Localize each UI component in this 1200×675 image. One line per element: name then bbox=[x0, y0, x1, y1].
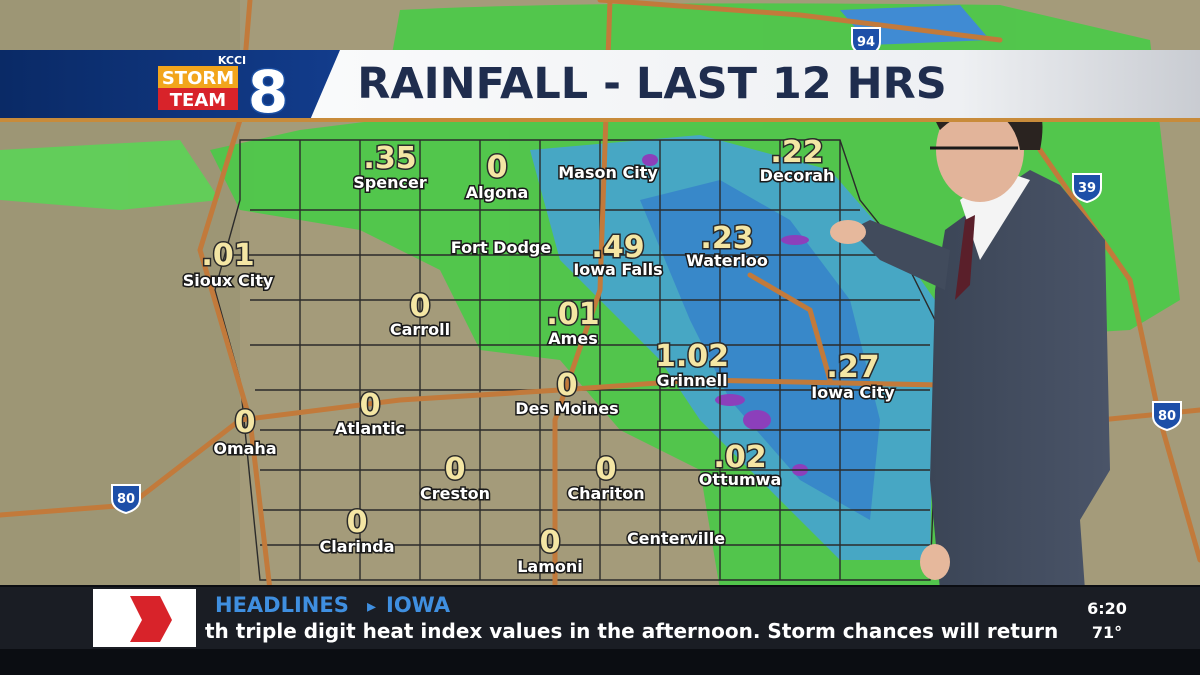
rain-amount: .02 bbox=[713, 440, 766, 475]
rain-amount: 0 bbox=[540, 525, 561, 560]
title: RAINFALL - LAST 12 HRS bbox=[357, 59, 947, 109]
rain-amount: .27 bbox=[826, 350, 879, 385]
shield-number: 94 bbox=[857, 35, 875, 50]
rain-amount: 0 bbox=[235, 405, 256, 440]
shield bbox=[111, 484, 141, 515]
city-name: Waterloo bbox=[686, 251, 768, 270]
city-name: Grinnell bbox=[656, 371, 727, 390]
city-name: Iowa City bbox=[811, 383, 895, 402]
city-name: Atlantic bbox=[335, 419, 405, 438]
city-name: Ames bbox=[548, 329, 597, 348]
city-name: Clarinda bbox=[319, 537, 394, 556]
rain-amount: .01 bbox=[546, 297, 599, 332]
city-name: Decorah bbox=[760, 166, 835, 185]
rain-amount: 0 bbox=[410, 289, 431, 324]
temperature: 71° bbox=[1092, 623, 1122, 642]
shield-number: 80 bbox=[117, 492, 135, 507]
rain-amount: 0 bbox=[557, 368, 578, 403]
city-name: Chariton bbox=[567, 484, 644, 503]
city-name: Spencer bbox=[353, 173, 427, 192]
rain-amount: .22 bbox=[770, 135, 823, 170]
ticker-clip: th triple digit heat index values in the… bbox=[205, 619, 1058, 643]
logo-top bbox=[158, 66, 238, 88]
shield-number: 39 bbox=[1078, 181, 1096, 196]
city-name: Des Moines bbox=[515, 399, 618, 418]
rain-amount: .49 bbox=[591, 230, 644, 265]
city-name: Fort Dodge bbox=[451, 238, 552, 257]
city-name: Omaha bbox=[213, 439, 276, 458]
rain-amount: 0 bbox=[445, 452, 466, 487]
rain-amount: 0 bbox=[596, 452, 617, 487]
time: 6:20 bbox=[1087, 599, 1127, 618]
shield-number: 80 bbox=[1158, 409, 1176, 424]
station: KCCI bbox=[218, 54, 246, 67]
city-name: Lamoni bbox=[517, 557, 583, 576]
city-name: Ottumwa bbox=[699, 470, 782, 489]
city-name: Centerville bbox=[627, 529, 725, 548]
ticker-arrow: ▸ bbox=[367, 596, 376, 617]
brand-top: STORM bbox=[162, 68, 234, 89]
city-name: Mason City bbox=[558, 163, 658, 182]
rain-amount: 1.02 bbox=[655, 339, 729, 374]
rain-amount: 0 bbox=[487, 150, 508, 185]
city-name: Creston bbox=[420, 484, 490, 503]
rain-amount: 0 bbox=[360, 388, 381, 423]
shield bbox=[1072, 173, 1102, 204]
rain-amount: .35 bbox=[363, 141, 416, 176]
presenter bbox=[830, 78, 1110, 590]
shield bbox=[1152, 401, 1182, 432]
logo-bottom bbox=[158, 88, 238, 110]
rain-amount: .23 bbox=[700, 221, 753, 256]
brand-bottom: TEAM bbox=[170, 90, 226, 111]
brand-number: 8 bbox=[248, 58, 288, 126]
city-name: Iowa Falls bbox=[573, 260, 662, 279]
city-name: Carroll bbox=[390, 320, 450, 339]
city-name: Algona bbox=[466, 183, 529, 202]
ticker: HEADLINES ▸ IOWA th triple digit heat in… bbox=[0, 585, 1200, 675]
city-name: Sioux City bbox=[183, 271, 274, 290]
ticker-topic: IOWA bbox=[386, 593, 451, 617]
ticker-text: th triple digit heat index values in the… bbox=[205, 619, 1058, 643]
header-band: KCCI STORM TEAM 8 RAINFALL - LAST 12 HRS bbox=[0, 50, 1200, 128]
ticker-label: HEADLINES bbox=[215, 593, 349, 617]
rain-amount: 0 bbox=[347, 505, 368, 540]
rain-amount: .01 bbox=[201, 238, 254, 273]
